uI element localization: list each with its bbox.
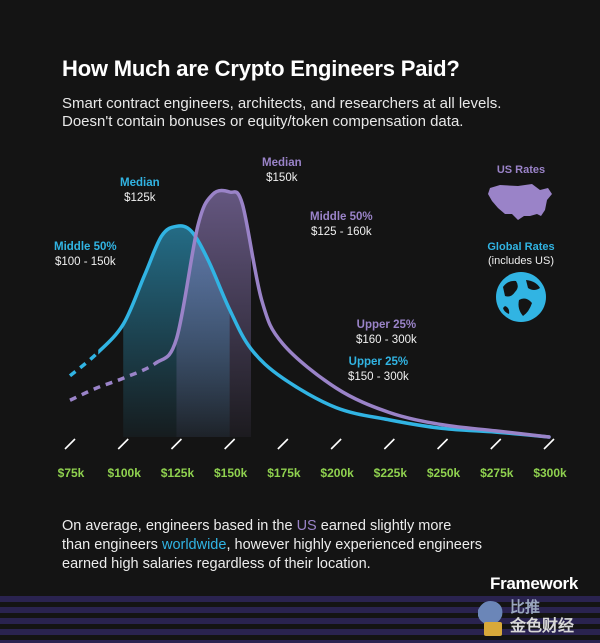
x-tick-mark [117, 438, 129, 450]
x-tick-label: $225k [374, 466, 408, 480]
legend-global-note: (includes US) [487, 255, 555, 267]
x-tick-label: $300k [533, 466, 567, 480]
global-median-annotation: Median $125k [120, 176, 160, 206]
chart-title: How Much are Crypto Engineers Paid? [62, 56, 460, 81]
x-tick-mark [64, 438, 76, 450]
global-middle-value: $100 - 150k [54, 256, 116, 268]
x-tick-label: $275k [480, 466, 514, 480]
x-tick-mark [330, 438, 342, 450]
watermark: 比推 金色财经 [470, 592, 595, 638]
global-upper-annotation: Upper 25% $150 - 300k [348, 355, 409, 385]
x-tick-mark [170, 438, 183, 450]
us-middle-value: $125 - 160k [310, 226, 372, 238]
footnote-worldwide-highlight: worldwide [161, 537, 227, 553]
footnote-text-4: , however highly experienced engineers [226, 537, 482, 553]
legend-us-label: US Rates [496, 164, 546, 176]
us-curve-dashed [69, 360, 157, 402]
x-tick-label: $100k [108, 466, 142, 480]
us-upper-annotation: Upper 25% $160 - 300k [356, 318, 417, 348]
x-tick-mark [543, 438, 555, 450]
x-tick-label: $250k [427, 466, 461, 480]
watermark-text-1: 比推 [510, 599, 541, 616]
footnote: On average, engineers based in the US ea… [62, 517, 542, 574]
x-tick-label: $125k [161, 466, 195, 480]
x-tick-mark [436, 438, 449, 450]
global-median-value: $125k [124, 192, 156, 204]
footnote-us-highlight: US [296, 518, 317, 534]
us-median-value: $150k [266, 172, 298, 184]
global-upper-value: $150 - 300k [348, 371, 409, 383]
us-middle-50-band [176, 190, 251, 437]
footnote-text-2: earned slightly more [316, 518, 452, 534]
watermark-text-2: 金色财经 [510, 618, 575, 635]
x-tick-mark [224, 438, 236, 450]
footnote-text-5: earned high salaries regardless of their… [62, 556, 371, 572]
global-middle-50-band [123, 225, 230, 437]
us-middle-label: Middle 50% [310, 211, 373, 223]
us-median-annotation: Median $150k [262, 156, 302, 186]
footnote-text-3: than engineers [62, 537, 162, 553]
us-upper-value: $160 - 300k [356, 334, 417, 346]
chart-subtitle: Smart contract engineers, architects, an… [62, 95, 562, 131]
us-upper-label: Upper 25% [356, 319, 417, 331]
x-tick-mark [490, 438, 502, 450]
us-curve [156, 188, 551, 439]
brand-logo: Framework [490, 574, 579, 593]
legend-global-label: Global Rates [487, 241, 555, 253]
global-upper-label: Upper 25% [348, 356, 409, 368]
x-tick-label: $200k [320, 466, 354, 480]
global-middle-annotation: Middle 50% $100 - 150k [54, 240, 117, 270]
subtitle-line-2: Doesn't contain bonuses or equity/token … [62, 113, 464, 130]
salary-distribution-chart: $75k $100k $125k $150k $175k $200k $225k $250k $… [58, 184, 567, 480]
global-curve [98, 224, 551, 439]
global-middle-label: Middle 50% [54, 241, 117, 253]
globe-icon [496, 272, 546, 322]
x-tick-mark [383, 438, 395, 450]
us-map-icon [488, 184, 552, 220]
footnote-text-1: On average, engineers based in the [62, 518, 297, 534]
watermark-bird-icon [478, 601, 503, 636]
x-tick-label: $150k [214, 466, 248, 480]
subtitle-line-1: Smart contract engineers, architects, an… [62, 95, 502, 112]
x-tick-label: $75k [58, 466, 85, 480]
x-tick-mark [277, 438, 289, 450]
us-middle-annotation: Middle 50% $125 - 160k [310, 210, 373, 240]
global-median-label: Median [120, 177, 160, 189]
x-tick-label: $175k [267, 466, 301, 480]
us-median-label: Median [262, 157, 302, 169]
